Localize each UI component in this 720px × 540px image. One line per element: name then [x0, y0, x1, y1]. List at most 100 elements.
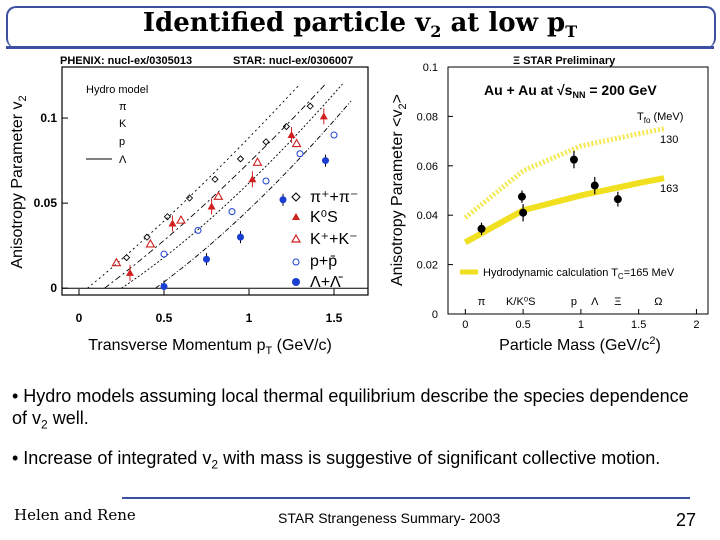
- point-pion: [185, 194, 194, 202]
- right-ytick-label: 0.08: [417, 111, 438, 123]
- title-underline: [6, 46, 714, 49]
- particle-label: Ω: [654, 296, 662, 308]
- footer-title: STAR Strangeness Summary- 2003: [278, 510, 501, 526]
- right-xtick-label: 1: [578, 319, 584, 331]
- point-lambda: [322, 157, 329, 165]
- mass-point: [569, 155, 578, 164]
- point-kaon: [291, 138, 302, 148]
- point-lambda: [160, 282, 168, 290]
- right-ytick-label: 0.1: [423, 62, 438, 74]
- phenix-ref: PHENIX: nucl-ex/0305013: [60, 55, 193, 67]
- point-pion: [163, 213, 172, 221]
- legend-pion: π⁺+π⁻: [310, 189, 358, 206]
- legend-k0s: K⁰S: [310, 209, 338, 226]
- hydro-legend-pi: π: [119, 101, 127, 113]
- left-xlabel: Transverse Momentum pT (GeV/c): [88, 337, 332, 357]
- hydro-legend-title: Hydro model: [86, 84, 148, 96]
- right-axes-box: [447, 66, 709, 315]
- hydro-curve: [121, 83, 343, 289]
- right-xtick-label: 1.5: [631, 319, 646, 331]
- right-xtick-label: 0: [462, 319, 468, 331]
- left-plot-frame: [61, 66, 369, 296]
- point-k0s: [126, 268, 134, 276]
- hydro-curve: [155, 100, 352, 289]
- mass-point: [517, 192, 526, 201]
- point-k0s: [168, 219, 177, 227]
- point-pion: [282, 122, 291, 131]
- point-pion: [236, 155, 245, 163]
- hydro-curve: [104, 83, 326, 289]
- data-legend: π⁺+π⁻ K⁰S K⁺+K⁻ p+p̄ Λ+Λ̄: [290, 189, 358, 291]
- point-proton: [194, 226, 202, 234]
- point-k0s: [287, 131, 296, 139]
- curve-label-130: 130: [660, 134, 678, 146]
- point-kaon: [176, 215, 186, 224]
- bullet-1: • Hydro models assuming local thermal eq…: [12, 386, 689, 432]
- left-xtick-label: 1.5: [326, 311, 343, 325]
- particle-label: Λ: [591, 296, 599, 308]
- right-ytick-label: 0: [432, 309, 438, 321]
- left-axes-box: [61, 66, 369, 296]
- title-frame: [6, 6, 716, 48]
- legend-lambda: Λ+Λ̄: [310, 274, 344, 291]
- star-ref: STAR: nucl-ex/0306007: [233, 55, 354, 67]
- right-ylabel: Anisotropy Parameter <v2>: [389, 94, 409, 286]
- particle-label: π: [478, 296, 486, 308]
- right-ytick-label: 0.04: [417, 210, 438, 222]
- particle-label: p: [571, 296, 577, 308]
- mass-point: [590, 181, 599, 190]
- point-pion: [306, 102, 314, 110]
- point-kaon: [252, 157, 263, 166]
- right-xtick-label: 0.5: [515, 319, 530, 331]
- point-pion: [122, 253, 131, 262]
- hydro-legend-p: p: [119, 136, 125, 148]
- point-kaon: [213, 191, 224, 200]
- left-xtick-label: 0.5: [156, 311, 173, 325]
- tfo-label: Tfo (MeV): [637, 111, 683, 125]
- point-kaon: [111, 257, 122, 267]
- footer-author: Helen and Rene: [14, 506, 136, 524]
- legend-hydro-label: Hydrodynamic calculation TC=165 MeV: [483, 267, 675, 281]
- point-pion: [262, 138, 270, 146]
- point-lambda: [237, 233, 244, 241]
- left-ytick-label: 0.05: [34, 196, 58, 210]
- point-k0s: [207, 202, 216, 210]
- point-k0s: [319, 112, 328, 120]
- legend-marker-kaon: [290, 233, 302, 243]
- legend-marker-pion: [291, 192, 301, 202]
- legend-marker-k0s: [292, 213, 300, 220]
- mass-point: [477, 224, 486, 233]
- hydro-curve: [87, 83, 301, 289]
- right-ytick-label: 0.02: [417, 260, 438, 272]
- hydro-curve-130: [463, 126, 665, 220]
- point-k0s: [248, 175, 257, 183]
- point-proton: [262, 177, 270, 185]
- mass-point: [519, 208, 528, 217]
- right-xtick-label: 2: [693, 319, 699, 331]
- particle-label: Ξ: [614, 296, 621, 308]
- hydro-curve-163: [463, 175, 665, 245]
- point-pion: [143, 233, 151, 241]
- point-lambda: [203, 255, 210, 263]
- mass-point: [613, 195, 622, 204]
- left-xtick-label: 1: [246, 311, 253, 325]
- page-number: 27: [676, 510, 697, 530]
- right-xlabel: Particle Mass (GeV/c2): [499, 335, 661, 354]
- point-proton: [228, 208, 236, 216]
- footer-line: [122, 497, 690, 499]
- hydro-legend-k: K: [119, 118, 127, 130]
- point-proton: [296, 150, 304, 158]
- system-label: Au + Au at √sNN = 200 GeV: [484, 82, 657, 100]
- right-header: Ξ STAR Preliminary: [513, 55, 616, 67]
- left-ytick-label: 0.1: [40, 111, 57, 125]
- legend-marker-proton: [292, 258, 300, 266]
- slide-title: Identified particle v2 at low pT: [142, 8, 578, 42]
- left-ytick-label: 0: [50, 281, 57, 295]
- particle-label: K/K⁰S: [506, 296, 535, 308]
- point-lambda: [279, 196, 287, 204]
- point-proton: [160, 250, 168, 258]
- point-pion: [211, 175, 219, 183]
- hydro-legend-lambda: Λ: [119, 154, 127, 166]
